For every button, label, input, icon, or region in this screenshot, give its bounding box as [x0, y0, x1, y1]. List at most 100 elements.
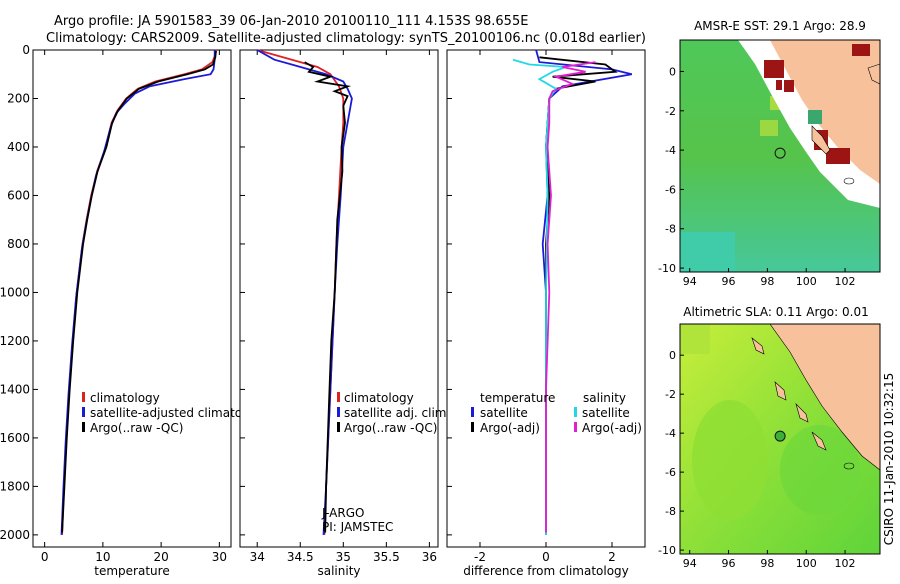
temperature-xlabel: temperature	[94, 564, 169, 578]
legend-argo: Argo(..raw -QC)	[90, 421, 183, 435]
sst-hot-cell	[764, 60, 784, 78]
legend-swatch-temp-argo	[471, 422, 474, 432]
legend-satellite: satellite-adjusted climatology	[90, 406, 268, 420]
legend-swatch-climatology	[82, 392, 85, 402]
sst-hot-cell	[784, 80, 794, 92]
sst-island	[843, 177, 855, 185]
legend-swatch-argo	[337, 422, 340, 432]
salinity-panel: 34 34.5 35 35.5 36 salinity climatology sate…	[239, 49, 450, 578]
sst-hot-cell	[826, 148, 850, 164]
map-y-tick-label: -2	[665, 105, 676, 118]
legend-temp-argo: Argo(-adj)	[480, 421, 540, 435]
legend-swatch-argo	[82, 422, 85, 432]
x-tick-label: 34.5	[287, 550, 314, 564]
difference-legend: temperature satellite Argo(-adj) salinit…	[471, 391, 642, 435]
legend-sal-satellite: satellite	[582, 406, 630, 420]
y-tick-label: 600	[7, 188, 30, 202]
sst-warm-patch	[760, 120, 778, 136]
map-y-tick-label: -4	[665, 427, 676, 440]
legend-climatology: climatology	[90, 391, 160, 405]
sst-island	[811, 125, 831, 155]
sst-hot-cell	[852, 44, 870, 56]
map-y-tick-label: 0	[669, 65, 676, 78]
y-tick-label: 1800	[0, 479, 30, 493]
sla-low-patch	[780, 425, 860, 515]
temperature-lines	[60, 49, 218, 535]
sla-map-ticks: 94 96 98 100 102 0 -2 -4 -6 -8 -10	[658, 349, 856, 570]
y-tick-label: 1200	[0, 334, 30, 348]
map-y-tick-label: -6	[665, 466, 676, 479]
map-y-tick-label: -6	[665, 183, 676, 196]
legend-swatch-climatology	[337, 392, 340, 402]
map-x-tick-label: 100	[796, 275, 817, 288]
salinity-axes-frame	[239, 49, 439, 548]
x-tick-label: 34	[250, 550, 265, 564]
sst-argo-marker	[774, 147, 786, 159]
sla-map-panel: Altimetric SLA: 0.11 Argo: 0.01 94 96 98 10…	[658, 305, 881, 570]
x-tick-label: 0	[41, 550, 49, 564]
series-line-argo	[61, 51, 217, 533]
series-line-salinity-satellite	[512, 58, 567, 535]
temperature-legend: climatology satellite-adjusted climatolo…	[82, 391, 268, 435]
temperature-panel: 0 10 20 30 0 200 400 600 800 1000 1200 1400 1600 1800…	[0, 43, 268, 578]
salinity-legend: climatology satellite adj. clim. Argo(..…	[337, 391, 450, 435]
sst-map-frame	[679, 39, 881, 273]
series-line-salinity-argo	[545, 61, 596, 533]
sla-argo-marker	[774, 430, 786, 442]
x-tick-label: 10	[95, 550, 110, 564]
x-tick-label: 0	[542, 550, 550, 564]
x-tick-label: 2	[608, 550, 616, 564]
annotation-pi: PI: JAMSTEC	[322, 520, 393, 534]
y-tick-label: 2000	[0, 528, 30, 542]
legend-swatch-satellite	[82, 407, 85, 417]
sla-island	[795, 402, 809, 423]
difference-ticks: -2 0 2	[447, 49, 616, 564]
map-y-tick-label: -10	[658, 262, 676, 275]
sst-map-title: AMSR-E SST: 29.1 Argo: 28.9	[694, 19, 866, 33]
x-tick-label: 36	[422, 550, 437, 564]
map-x-tick-label: 98	[760, 557, 774, 570]
y-tick-label: 1400	[0, 382, 30, 396]
title-line-1: Argo profile: JA 5901583_39 06-Jan-2010 …	[54, 14, 528, 29]
map-x-tick-label: 100	[796, 557, 817, 570]
map-x-tick-label: 96	[722, 557, 736, 570]
map-x-tick-label: 94	[683, 557, 697, 570]
x-tick-label: -2	[474, 550, 486, 564]
salinity-ticks: 34 34.5 35 35.5 36	[240, 49, 437, 564]
sla-island	[811, 431, 827, 451]
series-line-satellite	[256, 49, 353, 535]
temperature-ticks: 0 10 20 30 0 200 400 600 800 1000 1200 1400 1600 1800…	[0, 43, 227, 564]
legend-title-temperature: temperature	[480, 391, 555, 405]
map-x-tick-label: 102	[835, 275, 856, 288]
legend-argo: Argo(..raw -QC)	[344, 421, 437, 435]
salinity-lines	[256, 49, 353, 535]
x-tick-label: 20	[153, 550, 168, 564]
sla-map-title: Altimetric SLA: 0.11 Argo: 0.01	[683, 305, 868, 319]
annotation-jargo: J-ARGO	[321, 506, 364, 520]
legend-climatology: climatology	[344, 391, 414, 405]
y-tick-label: 1600	[0, 431, 30, 445]
sst-land-sumatra	[770, 40, 880, 184]
difference-panel: -2 0 2 difference from climatology tempera…	[446, 49, 646, 578]
y-tick-label: 0	[22, 43, 30, 57]
sla-dark-patch	[680, 324, 710, 354]
legend-swatch-satellite	[337, 407, 340, 417]
x-tick-label: 35	[336, 550, 351, 564]
sst-hot-cell	[808, 110, 822, 124]
map-y-tick-label: -8	[665, 505, 676, 518]
title-line-2: Climatology: CARS2009. Satellite-adjuste…	[46, 31, 646, 46]
legend-temp-satellite: satellite	[480, 406, 528, 420]
map-y-tick-label: -2	[665, 388, 676, 401]
y-tick-label: 400	[7, 140, 30, 154]
salinity-xlabel: salinity	[317, 564, 360, 578]
sla-low-patch	[692, 400, 768, 520]
sst-cool-patch	[680, 232, 735, 272]
legend-swatch-sal-argo	[574, 422, 577, 432]
y-tick-label: 1000	[0, 285, 30, 299]
map-y-tick-label: 0	[669, 349, 676, 362]
legend-swatch-temp-satellite	[471, 407, 474, 417]
legend-sal-argo: Argo(-adj)	[582, 421, 642, 435]
sla-island	[751, 337, 765, 355]
map-x-tick-label: 102	[835, 557, 856, 570]
